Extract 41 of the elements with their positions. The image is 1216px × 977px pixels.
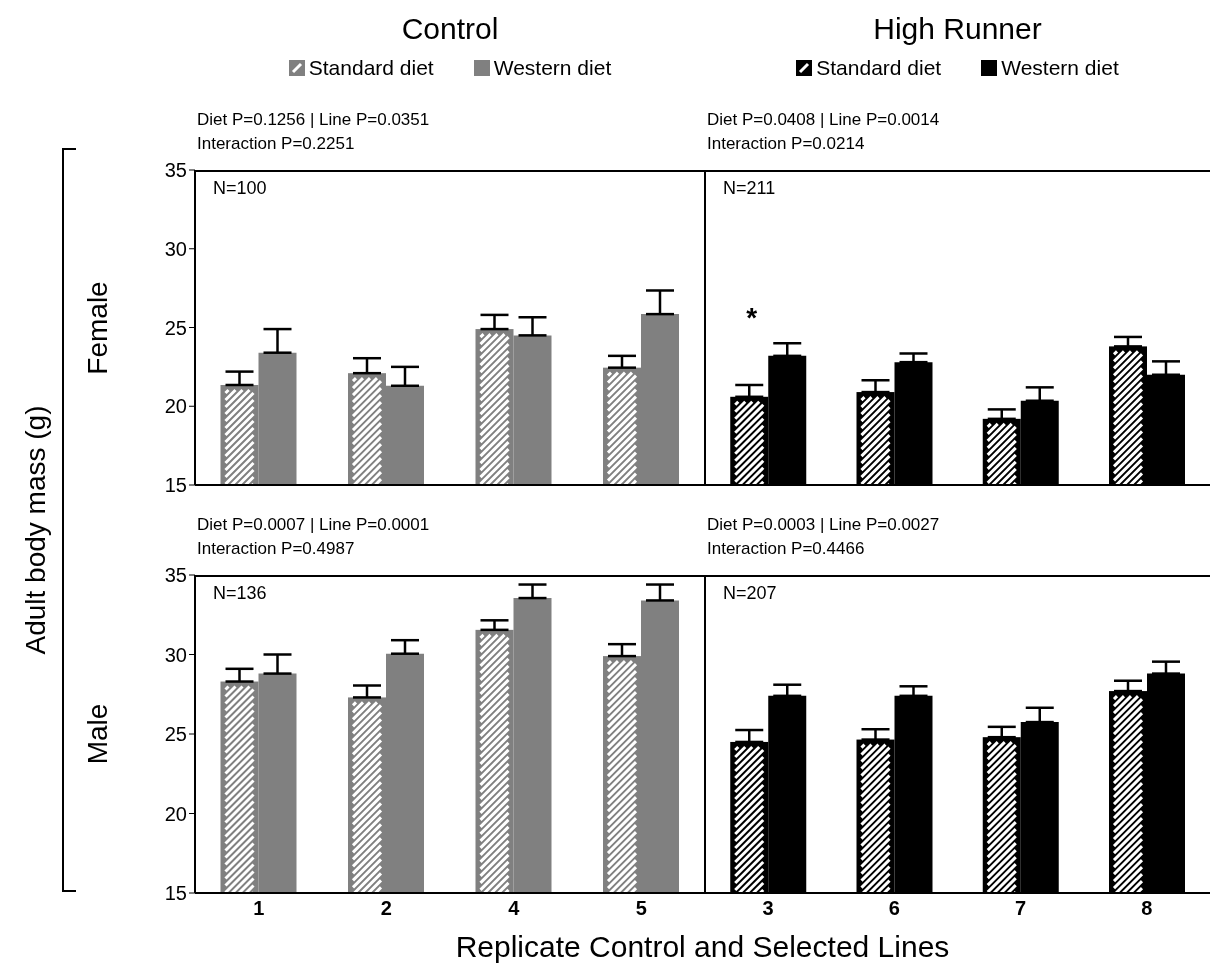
text: Interaction P=0.2251 <box>197 134 355 154</box>
x-tick-label: 5 <box>635 897 647 920</box>
y-tick-label: 20 <box>164 395 187 418</box>
chart-title: Control <box>400 12 500 46</box>
y-tick-label: 15 <box>164 474 187 497</box>
text: Interaction P=0.4466 <box>707 539 865 559</box>
annotation: N=211 <box>723 178 776 199</box>
legend-label: Western diet <box>492 56 612 80</box>
y-tick-label: 30 <box>164 643 187 666</box>
text: Female <box>82 279 114 377</box>
legend-label: Standard diet <box>307 56 434 80</box>
text: Male <box>82 702 114 767</box>
text: Diet P=0.0007 | Line P=0.0001 <box>197 515 430 535</box>
x-tick-label: 3 <box>762 897 774 920</box>
chart-title: High Runner <box>872 12 1043 46</box>
legend-label: Standard diet <box>815 56 942 80</box>
text: Interaction P=0.0214 <box>707 134 865 154</box>
annotation: * <box>745 302 759 334</box>
x-tick-label: 8 <box>1141 897 1153 920</box>
text: Diet P=0.0003 | Line P=0.0027 <box>707 515 940 535</box>
x-tick-label: 4 <box>508 897 521 920</box>
y-tick-label: 35 <box>164 564 187 587</box>
y-tick-label: 30 <box>164 237 187 260</box>
text: Interaction P=0.4987 <box>197 539 355 559</box>
annotation: N=136 <box>213 583 267 604</box>
text: Diet P=0.0408 | Line P=0.0014 <box>707 110 940 130</box>
y-tick-label: 25 <box>164 723 187 746</box>
legend-label: Western diet <box>1000 56 1119 80</box>
annotation: N=100 <box>213 178 267 199</box>
x-tick-label: 1 <box>253 897 265 920</box>
y-tick-label: 20 <box>164 802 187 825</box>
text: Diet P=0.1256 | Line P=0.0351 <box>197 110 430 130</box>
annotation: N=207 <box>723 583 777 604</box>
x-axis-title: Replicate Control and Selected Lines <box>454 930 951 964</box>
x-tick-label: 6 <box>888 897 900 920</box>
x-tick-label: 2 <box>380 897 392 920</box>
x-tick-label: 7 <box>1015 897 1027 920</box>
y-tick-label: 15 <box>164 882 187 905</box>
y-tick-label: 25 <box>164 316 187 339</box>
y-axis-title: Adult body mass (g) <box>20 404 52 657</box>
y-tick-label: 35 <box>164 159 187 182</box>
